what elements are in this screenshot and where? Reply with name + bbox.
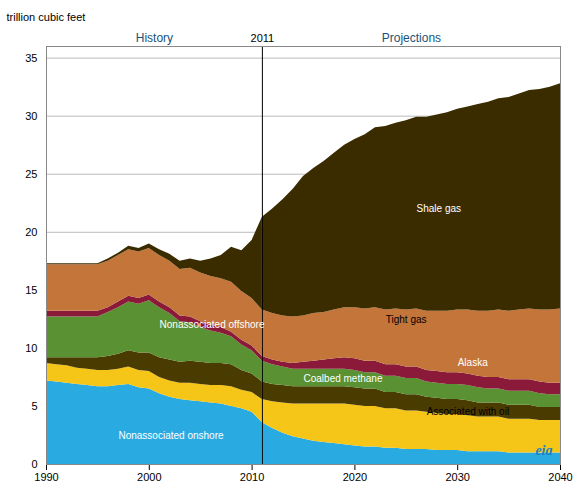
svg-text:Projections: Projections xyxy=(382,31,441,45)
svg-text:5: 5 xyxy=(31,400,37,412)
svg-text:Coalbed methane: Coalbed methane xyxy=(304,373,383,384)
svg-text:0: 0 xyxy=(31,458,37,470)
svg-text:35: 35 xyxy=(25,52,37,64)
svg-text:2030: 2030 xyxy=(445,471,469,483)
svg-text:2000: 2000 xyxy=(137,471,161,483)
svg-text:30: 30 xyxy=(25,110,37,122)
svg-text:10: 10 xyxy=(25,342,37,354)
svg-text:2010: 2010 xyxy=(240,471,264,483)
svg-text:15: 15 xyxy=(25,284,37,296)
svg-text:2011: 2011 xyxy=(251,32,275,44)
svg-text:25: 25 xyxy=(25,168,37,180)
svg-text:2040: 2040 xyxy=(548,471,572,483)
svg-text:Shale gas: Shale gas xyxy=(417,203,461,214)
svg-text:eia: eia xyxy=(535,443,552,458)
svg-text:Nonassociated onshore: Nonassociated onshore xyxy=(118,430,224,441)
svg-text:2020: 2020 xyxy=(343,471,367,483)
svg-text:1990: 1990 xyxy=(34,471,58,483)
svg-text:History: History xyxy=(136,31,173,45)
svg-text:20: 20 xyxy=(25,226,37,238)
svg-text:Tight gas: Tight gas xyxy=(386,314,427,325)
svg-text:Alaska: Alaska xyxy=(458,357,488,368)
svg-text:trillion cubic feet: trillion cubic feet xyxy=(7,11,86,23)
svg-text:Nonassociated offshore: Nonassociated offshore xyxy=(160,319,265,330)
svg-text:Associated with oil: Associated with oil xyxy=(427,406,509,417)
